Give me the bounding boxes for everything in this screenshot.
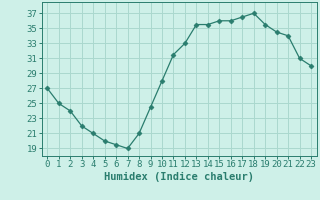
X-axis label: Humidex (Indice chaleur): Humidex (Indice chaleur) (104, 172, 254, 182)
